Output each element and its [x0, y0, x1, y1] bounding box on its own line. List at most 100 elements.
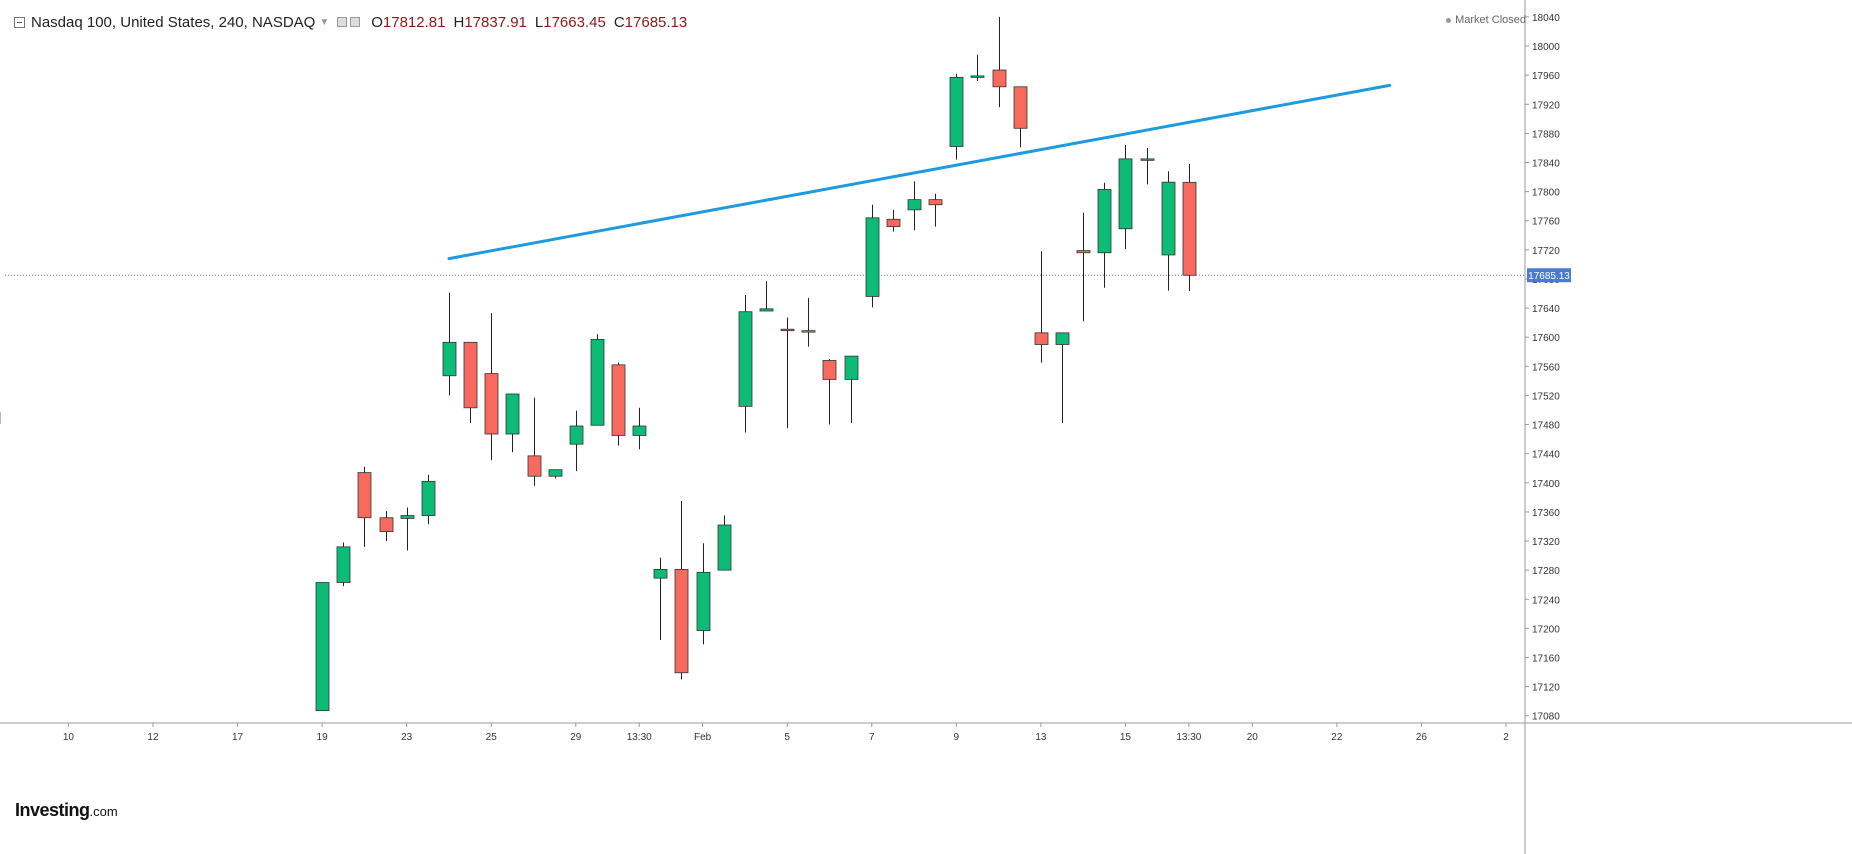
candle-body [357, 472, 372, 519]
candle-body [505, 393, 520, 435]
candle-body [801, 330, 816, 333]
time-tick-label: 12 [147, 732, 159, 743]
price-tick-label: 17240 [1532, 595, 1560, 606]
status-dot-icon [1446, 17, 1452, 23]
trendline [447, 83, 1392, 261]
candle-body [421, 480, 436, 516]
candle [336, 542, 351, 587]
price-tick-label: 17560 [1532, 362, 1560, 373]
last-price-label-bg [1527, 268, 1571, 283]
collapse-legend-icon[interactable] [14, 16, 25, 28]
candle [400, 507, 415, 551]
candle [928, 193, 943, 227]
candle-body [442, 341, 457, 377]
last-price-label: 17685.13 [1528, 271, 1570, 282]
candle-body [949, 76, 964, 147]
price-tick-label: 17440 [1532, 450, 1560, 461]
time-tick-label: 25 [486, 732, 498, 743]
candle-body [548, 469, 563, 477]
candle [1055, 332, 1070, 424]
candle [992, 16, 1007, 108]
candle [1140, 147, 1155, 185]
time-tick-label: 7 [869, 732, 875, 743]
low-label: L [534, 13, 544, 31]
candle-body [1182, 181, 1197, 276]
high-label: H [453, 13, 465, 31]
candle [801, 297, 816, 347]
time-tick-label: 19 [317, 732, 329, 743]
price-tick-label: 17360 [1532, 508, 1560, 519]
candle [1118, 145, 1133, 250]
candle [674, 500, 689, 680]
price-tick-label: 17320 [1532, 537, 1560, 548]
price-tick-label: 17200 [1532, 624, 1560, 635]
time-tick-label: 15 [1120, 732, 1132, 743]
time-tick-label: 10 [63, 732, 75, 743]
candle-body [1118, 158, 1133, 230]
candle [738, 294, 753, 433]
candle [696, 543, 711, 645]
time-tick-label: 13:30 [627, 732, 652, 743]
open-label: O [371, 13, 383, 31]
chart-legend: Nasdaq 100, United States, 240, NASDAQ ▼… [14, 12, 687, 32]
price-tick-label: 17840 [1532, 159, 1560, 170]
price-tick-label: 17640 [1532, 304, 1560, 315]
price-tick-label: 17800 [1532, 188, 1560, 199]
settings-toggle-icon[interactable] [350, 17, 361, 27]
candle-body [928, 199, 943, 206]
visibility-toggle-icon[interactable] [337, 17, 348, 27]
candle [717, 515, 732, 571]
candle [1161, 171, 1176, 291]
candle [1076, 212, 1091, 322]
high-value: 17837.91 [464, 13, 527, 31]
candle [357, 466, 372, 547]
candle-body [379, 517, 394, 532]
time-tick-label: 26 [1416, 732, 1428, 743]
candle-body [1097, 189, 1112, 254]
candle [505, 393, 520, 453]
time-tick-label: 29 [570, 732, 582, 743]
candle [421, 474, 436, 525]
open-value: 17812.81 [382, 13, 446, 31]
candle [442, 292, 457, 396]
candle [1097, 182, 1112, 288]
candle [822, 359, 837, 425]
time-tick-label: 23 [401, 732, 413, 743]
candle-body [590, 338, 605, 426]
candle-body [1140, 158, 1155, 161]
candle [907, 181, 922, 231]
candle [949, 73, 964, 160]
candle [886, 209, 901, 232]
candle-body [1055, 332, 1070, 345]
candle-body [717, 524, 732, 571]
time-tick-label: 17 [232, 732, 244, 743]
candle-body [400, 515, 415, 519]
candle [1182, 164, 1197, 292]
candle-body [886, 218, 901, 227]
candle [865, 204, 880, 308]
candle-body [1013, 86, 1028, 129]
price-tick-label: 17960 [1532, 71, 1560, 82]
time-tick-label: 22 [1331, 732, 1343, 743]
candle-body [632, 425, 647, 436]
price-tick-label: 17480 [1532, 421, 1560, 432]
candle-body [527, 455, 542, 477]
candle-body [1034, 332, 1049, 345]
candle [463, 341, 478, 424]
candle-body [907, 199, 922, 211]
price-tick-label: 17280 [1532, 566, 1560, 577]
candle [1034, 251, 1049, 363]
candle-body [463, 341, 478, 409]
chevron-down-icon[interactable]: ▼ [319, 16, 330, 28]
price-tick-label: 17080 [1532, 712, 1560, 723]
price-tick-label: 17760 [1532, 217, 1560, 228]
brand-logo: Investing.com [15, 800, 118, 821]
candle [653, 557, 668, 641]
price-tick-label: 17120 [1532, 683, 1560, 694]
candle-body [970, 75, 985, 78]
panel-resize-handle[interactable] [0, 412, 4, 424]
candle-body [674, 569, 689, 674]
candle-body [738, 311, 753, 407]
